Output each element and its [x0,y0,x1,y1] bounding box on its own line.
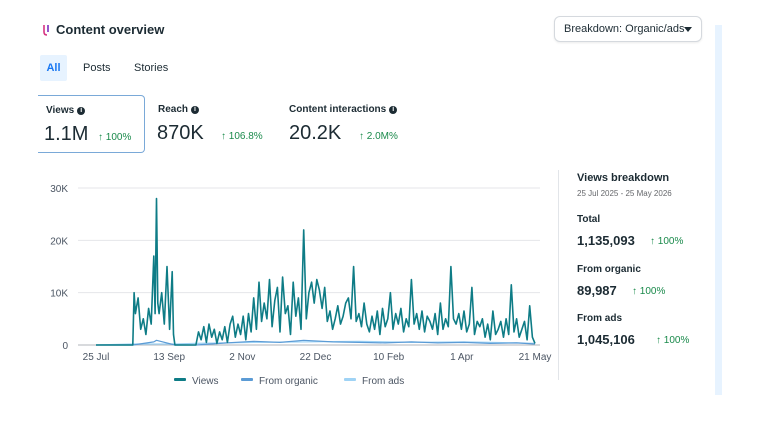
organic-change: ↑ 100% [632,286,666,297]
metric-card-views[interactable]: Views i 1.1M ↑ 100% [38,95,145,153]
legend-swatch [174,378,186,381]
info-icon[interactable]: i [77,107,86,115]
info-icon[interactable]: i [191,106,200,114]
series-line-from-organic [96,339,536,346]
chevron-down-icon [684,27,692,32]
metric-change: ↑ 2.0M% [359,131,398,142]
x-tick-label: 22 Dec [300,352,332,363]
metric-card-reach[interactable]: Reach i 870K ↑ 106.8% [157,95,277,153]
metric-change: ↑ 100% [98,132,132,143]
metric-card-content-interactions[interactable]: Content interactions i 20.2K ↑ 2.0M% [289,95,439,153]
x-tick-label: 2 Nov [229,352,255,363]
series-line-views [96,197,536,346]
breakdown-dropdown-label: Breakdown: Organic/ads [564,23,685,35]
metric-label: Content interactions [289,104,387,115]
x-tick-label: 21 May [519,352,552,363]
legend-label: From organic [259,376,318,387]
ads-value: 1,045,106 [577,332,635,347]
ads-change: ↑ 100% [656,335,690,346]
organic-value: 89,987 [577,283,617,298]
panel-divider [558,170,559,380]
y-tick-label: 20K [50,236,68,247]
page-title: Content overview [56,22,165,37]
metric-value: 20.2K [289,122,342,144]
metric-change: ↑ 106.8% [221,131,263,142]
metric-value: 1.1M [44,123,89,145]
legend-label: From ads [362,376,405,387]
views-line-chart: 0 10K 20K 30K 25 Jul 13 Sep 2 Nov 22 Dec 10 Feb 1… [50,184,552,363]
tab-posts[interactable]: Posts [83,62,111,74]
organic-label: From organic [577,264,641,275]
metric-value: 870K [157,122,204,144]
legend-item-ads[interactable]: From ads [344,376,404,387]
legend-swatch [344,378,356,381]
legend-item-organic[interactable]: From organic [241,376,318,387]
metric-label: Views [46,105,75,116]
legend-label: Views [192,376,219,387]
x-tick-label: 25 Jul [83,352,110,363]
x-tick-label: 10 Feb [373,352,405,363]
x-tick-label: 13 Sep [153,352,185,363]
total-label: Total [577,214,601,225]
breakdown-date-range: 25 Jul 2025 - 25 May 2026 [577,189,672,198]
legend-item-views[interactable]: Views [174,376,219,387]
x-tick-label: 1 Apr [450,352,474,363]
y-tick-label: 0 [62,341,68,352]
content-overview-icon [43,25,49,36]
breakdown-dropdown[interactable]: Breakdown: Organic/ads [554,16,702,42]
y-tick-label: 30K [50,184,68,195]
y-tick-label: 10K [50,289,68,300]
scrollbar[interactable] [715,25,722,395]
legend-swatch [241,378,253,381]
tab-stories[interactable]: Stories [134,62,169,74]
tab-all[interactable]: All [40,55,67,81]
info-icon[interactable]: i [389,106,398,114]
total-value: 1,135,093 [577,233,635,248]
total-change: ↑ 100% [650,236,684,247]
ads-label: From ads [577,313,623,324]
series-line-from-ads [95,340,536,346]
breakdown-title: Views breakdown [577,172,670,184]
metric-label: Reach [158,104,189,115]
